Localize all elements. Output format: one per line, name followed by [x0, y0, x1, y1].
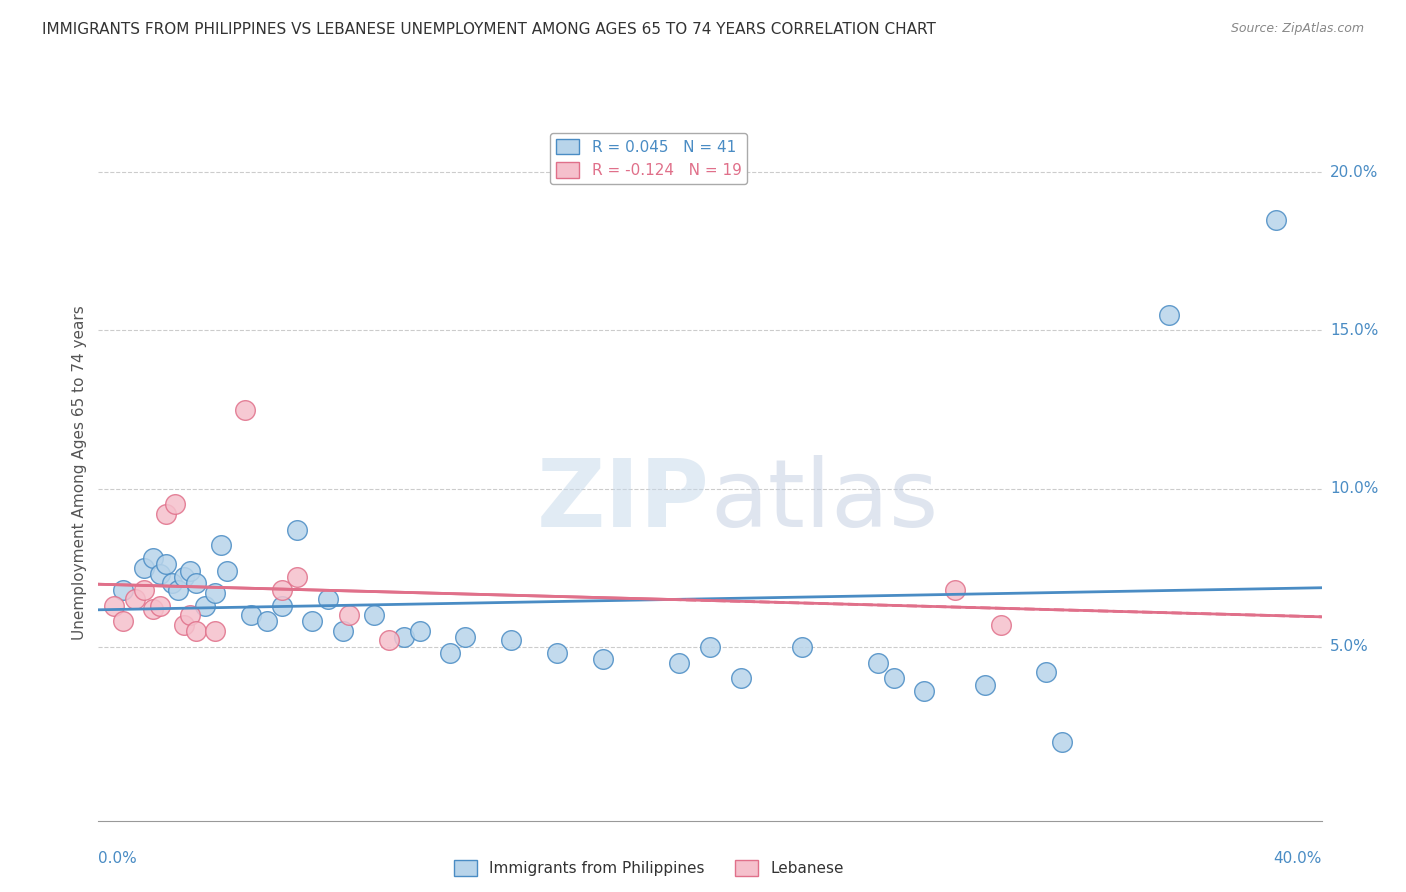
- Point: [332, 624, 354, 638]
- Point: [790, 640, 813, 654]
- Point: [1264, 212, 1286, 227]
- Point: [167, 582, 190, 597]
- Point: [454, 630, 477, 644]
- Text: 0.0%: 0.0%: [98, 851, 138, 866]
- Point: [103, 599, 125, 613]
- Point: [1050, 734, 1073, 748]
- Point: [124, 592, 146, 607]
- Point: [111, 615, 134, 629]
- Point: [240, 608, 263, 623]
- Text: 10.0%: 10.0%: [1330, 481, 1378, 496]
- Point: [301, 615, 323, 629]
- Point: [285, 523, 308, 537]
- Point: [730, 671, 752, 685]
- Point: [186, 576, 208, 591]
- Point: [501, 633, 523, 648]
- Point: [592, 652, 614, 666]
- Point: [179, 564, 201, 578]
- Point: [1157, 308, 1180, 322]
- Point: [378, 633, 401, 648]
- Point: [149, 599, 172, 613]
- Point: [392, 630, 416, 644]
- Point: [149, 566, 172, 581]
- Point: [943, 582, 966, 597]
- Point: [1035, 665, 1057, 679]
- Point: [142, 551, 165, 566]
- Point: [179, 608, 201, 623]
- Point: [215, 564, 238, 578]
- Point: [699, 640, 721, 654]
- Text: 40.0%: 40.0%: [1274, 851, 1322, 866]
- Point: [363, 608, 385, 623]
- Point: [868, 656, 890, 670]
- Point: [173, 570, 195, 584]
- Point: [163, 497, 186, 511]
- Point: [233, 402, 256, 417]
- Point: [408, 624, 430, 638]
- Text: ZIP: ZIP: [537, 455, 710, 547]
- Point: [974, 678, 997, 692]
- Text: IMMIGRANTS FROM PHILIPPINES VS LEBANESE UNEMPLOYMENT AMONG AGES 65 TO 74 YEARS C: IMMIGRANTS FROM PHILIPPINES VS LEBANESE …: [42, 22, 936, 37]
- Point: [142, 601, 165, 615]
- Point: [204, 586, 226, 600]
- Y-axis label: Unemployment Among Ages 65 to 74 years: Unemployment Among Ages 65 to 74 years: [72, 305, 87, 640]
- Point: [270, 582, 292, 597]
- Point: [134, 582, 156, 597]
- Text: 15.0%: 15.0%: [1330, 323, 1378, 338]
- Point: [316, 592, 339, 607]
- Point: [134, 560, 156, 574]
- Point: [990, 617, 1012, 632]
- Text: atlas: atlas: [710, 455, 938, 547]
- Point: [256, 615, 278, 629]
- Point: [546, 646, 568, 660]
- Point: [204, 624, 226, 638]
- Point: [270, 599, 292, 613]
- Point: [285, 570, 308, 584]
- Point: [155, 507, 177, 521]
- Point: [155, 558, 177, 572]
- Point: [883, 671, 905, 685]
- Legend: Immigrants from Philippines, Lebanese: Immigrants from Philippines, Lebanese: [449, 855, 849, 882]
- Point: [111, 582, 134, 597]
- Point: [912, 684, 935, 698]
- Point: [173, 617, 195, 632]
- Point: [186, 624, 208, 638]
- Text: 20.0%: 20.0%: [1330, 165, 1378, 180]
- Point: [439, 646, 461, 660]
- Text: Source: ZipAtlas.com: Source: ZipAtlas.com: [1230, 22, 1364, 36]
- Point: [668, 656, 690, 670]
- Point: [209, 539, 232, 553]
- Text: 5.0%: 5.0%: [1330, 640, 1368, 654]
- Point: [337, 608, 360, 623]
- Point: [160, 576, 183, 591]
- Point: [194, 599, 217, 613]
